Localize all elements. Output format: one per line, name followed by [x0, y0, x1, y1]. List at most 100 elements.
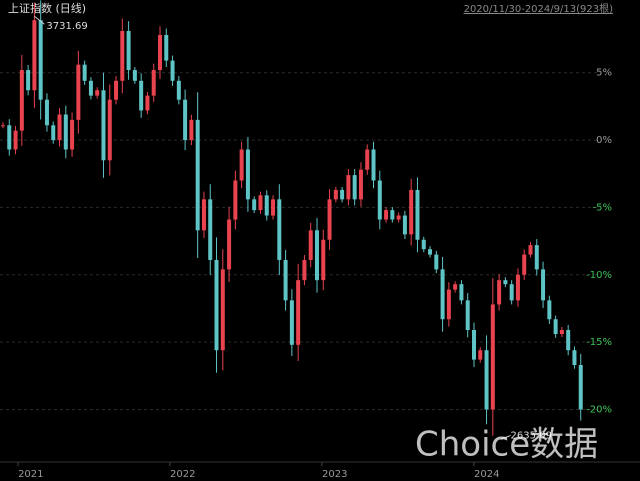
candle-body: [114, 80, 119, 100]
candle-body: [396, 215, 401, 220]
candle-body: [522, 254, 527, 275]
candle-body: [126, 30, 131, 71]
candle-body: [566, 330, 571, 351]
candle-body: [252, 199, 257, 211]
candle-body: [390, 210, 395, 220]
candle-body: [578, 365, 583, 410]
candle-body: [195, 119, 200, 231]
candle-body: [63, 114, 68, 150]
candle-body: [145, 95, 150, 111]
candle-body: [44, 99, 49, 126]
x-tick-label: 2021: [18, 469, 43, 480]
candle-body: [340, 189, 345, 200]
candle-body: [421, 239, 426, 250]
candle-body: [220, 269, 225, 351]
annotation: 3731.69: [46, 21, 87, 32]
candle-body: [302, 259, 307, 281]
x-tick-label: 2022: [170, 469, 195, 480]
candle-body: [296, 280, 301, 345]
candle-body: [440, 269, 445, 320]
y-tick-label: 5%: [596, 68, 612, 79]
candle-body: [70, 119, 75, 150]
candle-body: [271, 199, 276, 216]
candle-body: [428, 249, 433, 255]
candle-body: [76, 64, 81, 120]
candle-body: [201, 199, 206, 231]
watermark: Choice数据: [415, 425, 598, 465]
y-tick-label: -5%: [593, 202, 612, 213]
candle-body: [264, 195, 269, 216]
candle-body: [528, 245, 533, 255]
candle-body: [82, 64, 87, 81]
candle-body: [497, 280, 502, 305]
x-tick-label: 2024: [474, 469, 499, 480]
candle-body: [88, 80, 93, 96]
candle-body: [183, 99, 188, 141]
candle-body: [559, 330, 564, 335]
candle-body: [208, 199, 213, 260]
candle-body: [13, 130, 18, 150]
candle-body: [132, 70, 137, 81]
candle-body: [239, 149, 244, 181]
y-tick-label: -10%: [586, 270, 612, 281]
candle-body: [164, 35, 169, 61]
candle-body: [57, 114, 62, 141]
candle-body: [384, 210, 389, 220]
chart-title: 上证指数 (日线): [8, 1, 86, 15]
candle-body: [515, 274, 520, 301]
date-range: 2020/11/30-2024/9/13(923根): [464, 2, 614, 15]
candle-body: [503, 280, 508, 285]
candle-body: [333, 189, 338, 200]
x-tick-label: 2023: [322, 469, 347, 480]
candle-body: [283, 259, 288, 301]
candle-body: [453, 284, 458, 290]
annotation: 2635.09: [511, 430, 552, 441]
candle-body: [227, 219, 232, 270]
candle-body: [258, 195, 263, 211]
candle-body: [51, 125, 56, 141]
candle-body: [170, 60, 175, 81]
candle-body: [189, 119, 194, 141]
candle-body: [484, 350, 489, 410]
candle-body: [214, 259, 219, 351]
candle-body: [377, 180, 382, 220]
candle-body: [352, 175, 357, 200]
candle-body: [465, 300, 470, 330]
candle-body: [19, 70, 24, 131]
candle-body: [120, 30, 125, 81]
candle-body: [471, 330, 476, 360]
candle-body: [289, 300, 294, 345]
y-tick-label: -20%: [586, 404, 612, 415]
candle-body: [553, 319, 558, 335]
candle-body: [346, 175, 351, 200]
candle-body: [327, 199, 332, 240]
candle-body: [38, 20, 43, 100]
candle-body: [402, 215, 407, 235]
candle-body: [415, 189, 420, 240]
candle-body: [26, 70, 31, 91]
candle-body: [151, 70, 156, 96]
candle-body: [107, 99, 112, 161]
annotation-arrow: [500, 435, 511, 440]
candle-body: [139, 80, 144, 111]
candle-body: [547, 300, 552, 320]
candle-body: [434, 254, 439, 270]
candle-body: [321, 239, 326, 281]
candle-body: [245, 149, 250, 200]
annotation-arrow: [34, 15, 45, 25]
candle-body: [176, 80, 181, 100]
candle-body: [534, 245, 539, 270]
candle-body: [459, 284, 464, 301]
candle-body: [7, 125, 12, 150]
candle-body: [490, 304, 495, 410]
candle-body: [541, 269, 546, 301]
candle-body: [233, 180, 238, 220]
candle-body: [314, 230, 319, 281]
candle-body: [308, 230, 313, 260]
candle-body: [358, 169, 363, 200]
candle-body: [509, 284, 514, 301]
y-tick-label: 0%: [596, 135, 612, 146]
candle-body: [371, 149, 376, 181]
candle-body: [157, 35, 162, 71]
